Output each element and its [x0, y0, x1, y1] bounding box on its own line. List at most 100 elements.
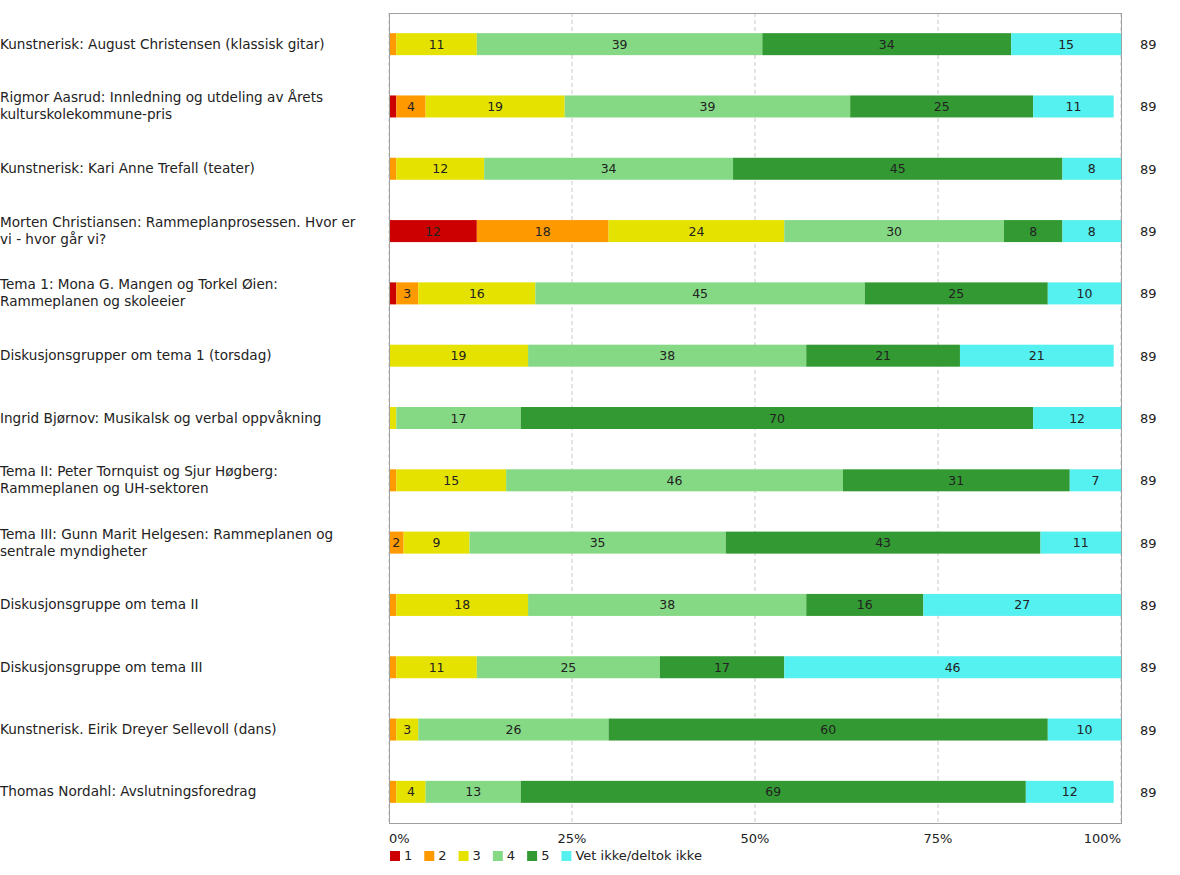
bar-segment	[396, 158, 484, 180]
bar-segment	[528, 594, 806, 616]
data-label: 17	[451, 411, 467, 426]
plot-frame	[390, 14, 1122, 824]
category-label: Thomas Nordahl: Avslutningsforedrag	[0, 772, 366, 812]
data-label: 11	[429, 37, 445, 52]
legend-label: 2	[438, 848, 446, 863]
bar-segment	[389, 220, 477, 242]
data-labels: 1139341541939251112344581218243088316452…	[392, 37, 1099, 800]
data-label: 13	[465, 784, 481, 799]
grid	[389, 13, 1121, 823]
data-label: 69	[765, 784, 781, 799]
data-label: 10	[1076, 286, 1092, 301]
bar-segment	[396, 719, 418, 741]
data-label: 17	[714, 660, 730, 675]
bar-segment	[396, 282, 418, 304]
legend-swatch	[527, 851, 537, 861]
bar-segment	[521, 781, 1026, 803]
bar-segment	[660, 656, 784, 678]
data-label: 46	[945, 660, 961, 675]
bar-segment	[1033, 407, 1121, 429]
category-label: Kunstnerisk: Kari Anne Trefall (teater)	[0, 149, 366, 189]
bar-segment	[396, 656, 477, 678]
data-label: 45	[692, 286, 708, 301]
bar-segment	[426, 781, 521, 803]
count-label: 89	[1140, 162, 1157, 177]
data-label: 35	[590, 535, 606, 550]
data-label: 27	[1014, 597, 1030, 612]
data-label: 10	[1076, 722, 1092, 737]
bar-segment	[389, 33, 396, 55]
bar-segment	[535, 282, 864, 304]
data-label: 11	[1065, 99, 1081, 114]
bars	[389, 33, 1121, 803]
data-label: 26	[505, 722, 521, 737]
bar-segment	[1062, 158, 1121, 180]
legend-swatch	[493, 851, 503, 861]
data-label: 34	[879, 37, 895, 52]
bar-segment	[762, 33, 1011, 55]
category-label: Ingrid Bjørnov: Musikalsk og verbal oppv…	[0, 398, 366, 438]
category-label: Diskusjonsgrupper om tema 1 (torsdag)	[0, 336, 366, 376]
legend-label: 4	[507, 848, 515, 863]
data-label: 12	[432, 161, 448, 176]
category-label: Diskusjonsgruppe om tema II	[0, 585, 366, 625]
bar-segment	[389, 656, 396, 678]
bar-segment	[426, 95, 565, 117]
count-label: 89	[1140, 660, 1157, 675]
bar-segment	[1070, 469, 1121, 491]
category-label: Tema II: Peter Tornquist og Sjur Høgberg…	[0, 460, 366, 500]
bar-segment	[1033, 95, 1114, 117]
bar-segment	[477, 220, 609, 242]
legend-swatch	[390, 851, 400, 861]
category-label: Kunstnerisk: August Christensen (klassis…	[0, 24, 366, 64]
bar-segment	[389, 158, 396, 180]
x-tick-label: 0%	[389, 831, 410, 846]
count-label: 89	[1140, 224, 1157, 239]
category-label: Tema III: Gunn Marit Helgesen: Rammeplan…	[0, 523, 366, 563]
bar-segment	[389, 532, 404, 554]
bar-segment	[609, 719, 1048, 741]
bar-segment	[733, 158, 1062, 180]
bar-segment	[784, 220, 1004, 242]
legend-label: 3	[473, 848, 481, 863]
bar-segment	[404, 532, 470, 554]
bar-segment	[396, 95, 425, 117]
legend-label: Vet ikke/deltok ikke	[575, 848, 701, 863]
data-label: 30	[886, 224, 902, 239]
data-label: 19	[451, 348, 467, 363]
data-label: 4	[407, 784, 415, 799]
bar-segment	[418, 719, 608, 741]
data-label: 15	[1058, 37, 1074, 52]
bar-segment	[1048, 282, 1121, 304]
count-label: 89	[1140, 349, 1157, 364]
count-label: 89	[1140, 536, 1157, 551]
data-label: 25	[560, 660, 576, 675]
data-label: 15	[443, 473, 459, 488]
bar-segment	[806, 594, 923, 616]
data-label: 45	[890, 161, 906, 176]
bar-segment	[389, 719, 396, 741]
bar-segment	[389, 469, 396, 491]
data-label: 19	[487, 99, 503, 114]
x-ticks: 0%25%50%75%100%	[389, 831, 1121, 846]
counts: 89898989898989898989898989	[1140, 37, 1157, 800]
bar-segment	[389, 781, 396, 803]
chart-svg: 1139341541939251112344581218243088316452…	[0, 0, 1180, 875]
data-label: 21	[1029, 348, 1045, 363]
legend-label: 5	[541, 848, 549, 863]
category-label: Rigmor Aasrud: Innledning og utdeling av…	[0, 86, 366, 126]
data-label: 18	[454, 597, 470, 612]
bar-segment	[506, 469, 843, 491]
bar-segment	[521, 407, 1033, 429]
count-label: 89	[1140, 473, 1157, 488]
data-label: 16	[857, 597, 873, 612]
data-label: 16	[469, 286, 485, 301]
bar-segment	[784, 656, 1121, 678]
category-label: Morten Christiansen: Rammeplanprosessen.…	[0, 211, 366, 251]
data-label: 31	[948, 473, 964, 488]
bar-segment	[1004, 220, 1063, 242]
data-label: 43	[875, 535, 891, 550]
data-label: 24	[688, 224, 704, 239]
bar-segment	[865, 282, 1048, 304]
legend-swatch	[459, 851, 469, 861]
